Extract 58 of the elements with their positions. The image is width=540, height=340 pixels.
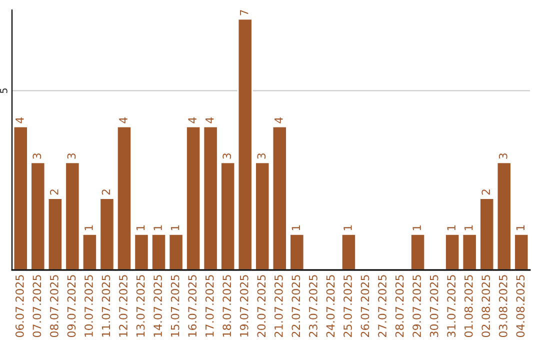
x-tick-label: 18.07.2025 (222, 275, 232, 337)
data-label: 3 (498, 153, 508, 159)
x-tick-label: 29.07.2025 (412, 275, 421, 337)
x-tick-label: 03.08.2025 (498, 275, 508, 338)
data-label: 4 (119, 117, 128, 124)
data-label: 1 (516, 225, 524, 230)
x-tick-label: 07.07.2025 (32, 275, 42, 338)
data-label: 1 (292, 225, 300, 230)
data-label: 1 (84, 225, 93, 230)
data-label: 1 (447, 225, 456, 230)
data-label: 1 (344, 225, 352, 230)
data-label: 1 (464, 225, 473, 230)
x-tick-label: 01.08.2025 (464, 275, 473, 338)
x-tick-label: 10.07.2025 (84, 275, 93, 337)
x-tick-label: 16.07.2025 (188, 275, 197, 337)
data-label: 1 (412, 225, 421, 230)
data-label: 4 (206, 117, 214, 124)
x-tick-label: 02.08.2025 (482, 275, 490, 338)
x-tick-label: 24.07.2025 (326, 275, 335, 337)
x-tick-label: 04.08.2025 (516, 275, 525, 338)
x-tick-label: 15.07.2025 (170, 275, 180, 337)
bar (444, 233, 460, 270)
x-tick-label: 20.07.2025 (257, 275, 266, 337)
data-label: 3 (32, 153, 42, 159)
x-tick-label: 19.07.2025 (240, 275, 248, 337)
data-label: 4 (274, 117, 283, 124)
x-tick-label: 12.07.2025 (119, 275, 128, 337)
bar (340, 233, 356, 270)
bar (410, 233, 426, 270)
x-tick-label: 22.07.2025 (292, 275, 300, 337)
x-tick-label: 21.07.2025 (274, 275, 283, 337)
data-label: 2 (482, 190, 490, 195)
data-label: 4 (16, 117, 24, 124)
data-label: 3 (257, 153, 266, 159)
x-tick-label: 30.07.2025 (430, 275, 438, 337)
x-tick-label: 23.07.2025 (308, 275, 318, 337)
x-tick-label: 09.07.2025 (67, 275, 76, 338)
x-tick-label: 08.07.2025 (50, 275, 58, 338)
x-tick-label: 26.07.2025 (360, 275, 370, 337)
data-label: 3 (67, 153, 76, 159)
x-tick-label: 28.07.2025 (395, 275, 404, 337)
x-tick-label: 25.07.2025 (344, 275, 352, 337)
x-tick-label: 14.07.2025 (154, 275, 162, 337)
data-label: 1 (171, 225, 180, 230)
data-label: 7 (240, 10, 248, 16)
x-tick-label: 06.07.2025 (15, 275, 24, 338)
data-label: 2 (102, 190, 110, 195)
x-tick-label: 31.07.2025 (447, 275, 456, 337)
data-label: 4 (188, 117, 196, 124)
x-tick-label: 13.07.2025 (136, 275, 145, 337)
data-label: 2 (50, 190, 58, 195)
x-tick-label: 27.07.2025 (378, 275, 386, 337)
data-label: 1 (136, 225, 145, 230)
data-label: 1 (154, 225, 162, 230)
x-tick-label: 11.07.2025 (102, 275, 110, 337)
data-label: 3 (222, 153, 232, 159)
y-tick-label: 5 (0, 88, 8, 94)
x-tick-label: 17.07.2025 (205, 275, 214, 337)
